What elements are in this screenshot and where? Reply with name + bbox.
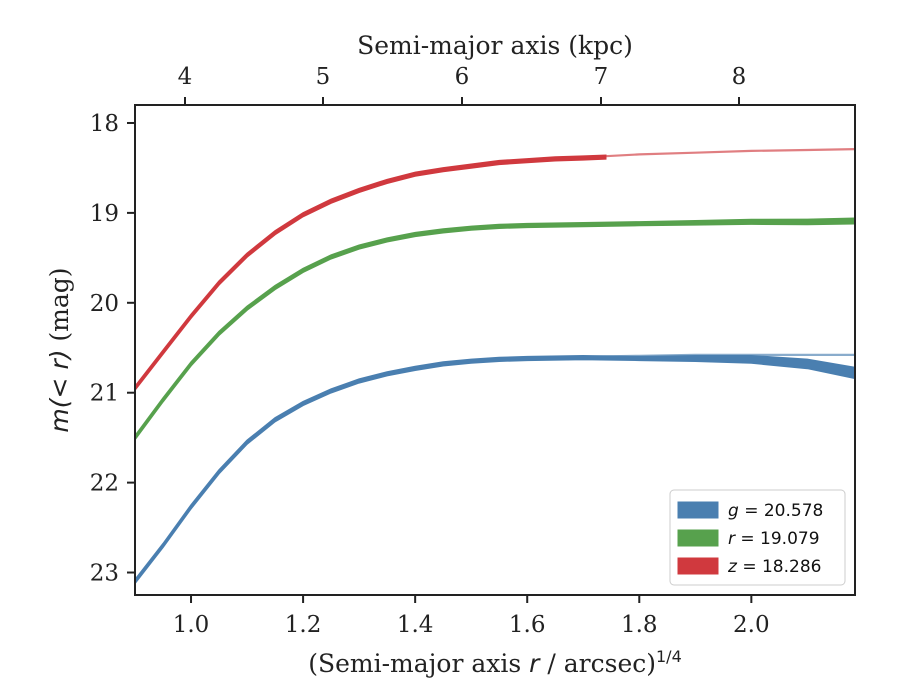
legend: g = 20.578 r = 19.079 z = 18.286 [669,489,846,586]
axes-ticks: 1.0 1.2 1.4 1.6 1.8 2.0 4 5 6 7 8 18 19 20 21 22 23 [90,64,770,638]
x-bottom-tick-label: 2.0 [733,612,770,638]
series-z-model-line [605,148,855,158]
series-g-band [135,354,855,585]
series-layer [135,148,855,585]
top-axis-label: Semi-major axis (kpc) [357,31,633,60]
y-tick-label: 19 [90,201,119,227]
x-bottom-tick-label: 1.8 [621,612,658,638]
x-top-tick-label: 5 [316,64,331,90]
x-bottom-tick-label: 1.4 [397,612,434,638]
legend-label-z: z = 18.286 [727,557,821,577]
x-top-tick-label: 4 [178,64,193,90]
series-z-band [135,154,607,392]
x-bottom-tick-label: 1.6 [509,612,546,638]
x-top-tick-label: 7 [594,64,609,90]
x-top-tick-label: 6 [455,64,470,90]
y-tick-label: 22 [90,471,119,497]
bottom-axis-label-prefix: (Semi-major axis [308,649,529,678]
y-tick-label: 23 [90,561,119,587]
legend-label-r: r = 19.079 [728,529,820,549]
plot-frame [134,104,856,596]
legend-swatch-z [677,557,719,575]
x-bottom-tick-label: 1.2 [285,612,322,638]
legend-swatch-g [677,501,719,519]
y-axis-label-var: m(< r) [45,350,74,433]
x-bottom-tick-label: 1.0 [173,612,210,638]
y-axis-label-unit: (mag) [45,267,74,349]
legend-label-g: g = 20.578 [728,501,823,521]
y-tick-label: 21 [90,381,119,407]
bottom-axis-label-sup: 1/4 [656,647,682,666]
series-r-band [135,217,855,441]
bottom-axis-label: (Semi-major axis r / arcsec)1/4 [308,647,682,678]
y-axis-label: m(< r) (mag) [45,267,74,432]
y-tick-label: 18 [90,111,119,137]
bottom-axis-label-mid: / arcsec) [539,649,656,678]
bottom-axis-label-var: r [529,649,541,678]
legend-swatch-r [677,529,719,547]
y-tick-label: 20 [90,291,119,317]
x-top-tick-label: 8 [732,64,747,90]
